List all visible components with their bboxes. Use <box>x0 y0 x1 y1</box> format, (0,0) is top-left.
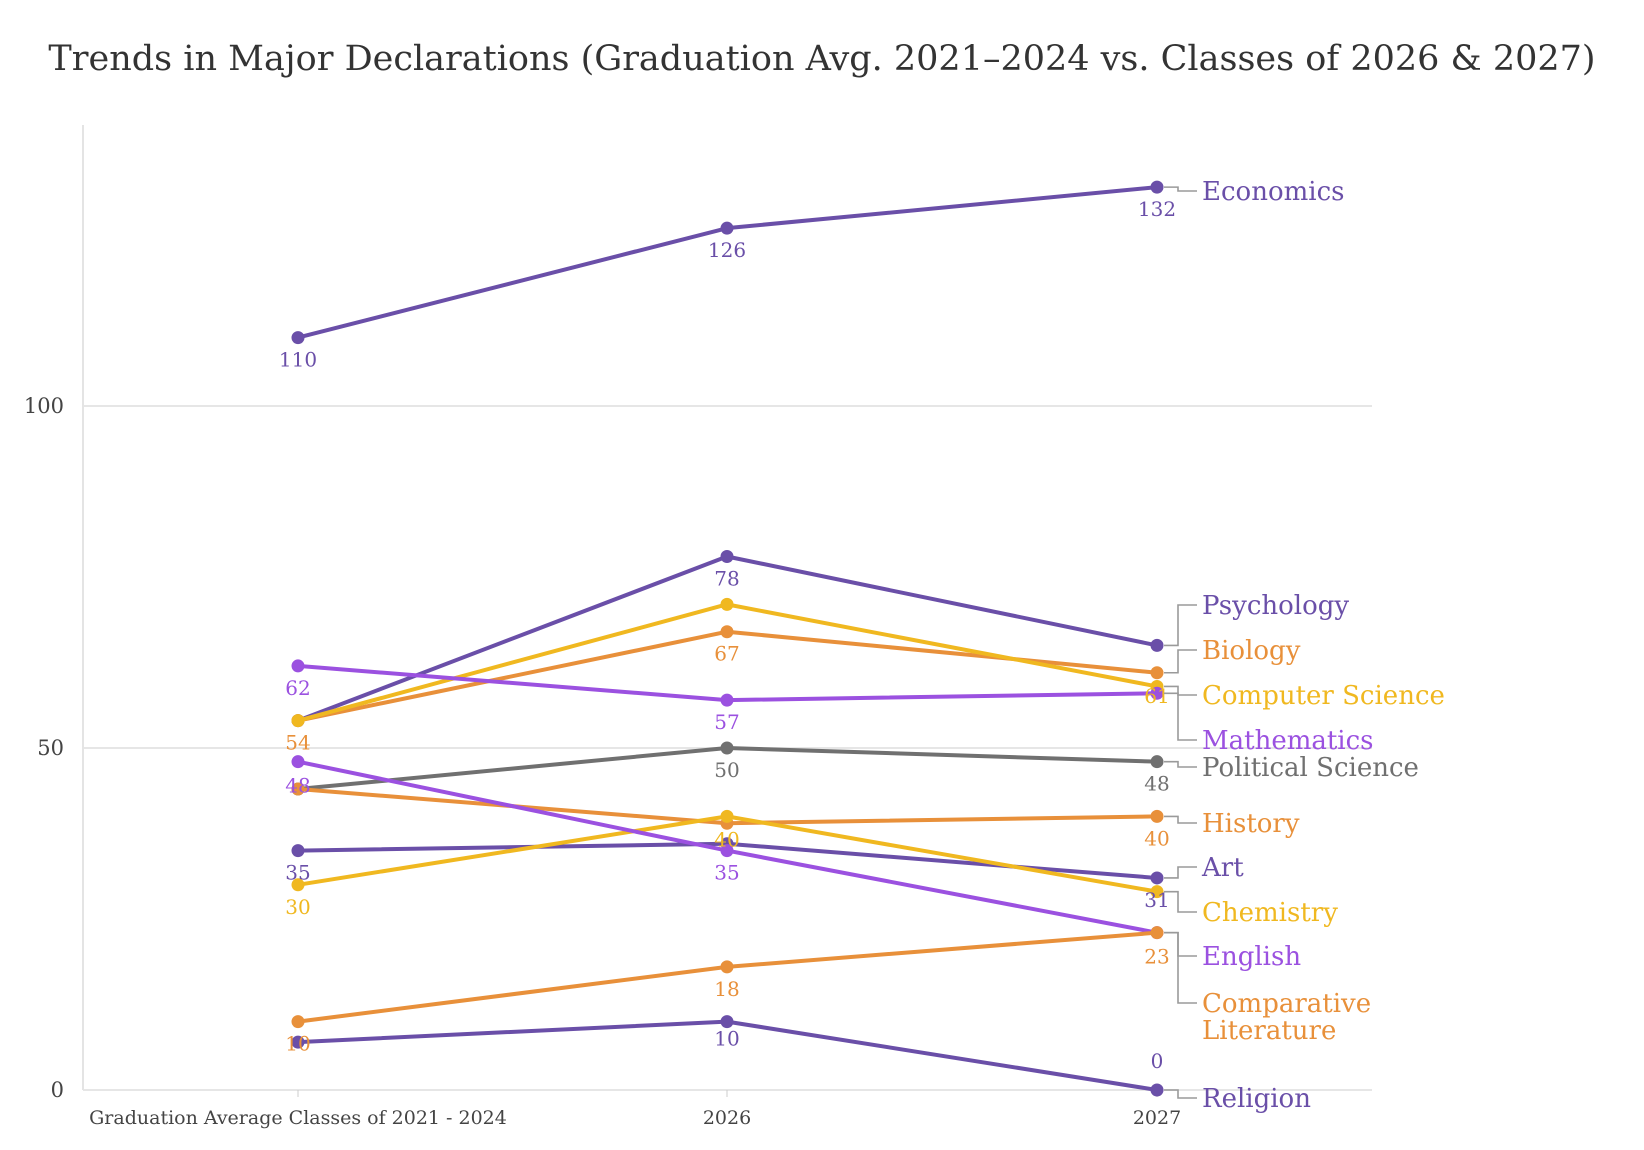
data-point-economics-0 <box>291 331 305 345</box>
data-label-political-science-2: 48 <box>1144 772 1169 796</box>
data-point-mathematics-2 <box>1150 686 1164 700</box>
data-label-mathematics-0: 62 <box>285 676 310 700</box>
data-label-political-science-1: 50 <box>714 758 739 782</box>
data-point-comparative-literature-2 <box>1150 926 1164 940</box>
data-point-art-0 <box>291 844 305 858</box>
data-point-biology-2 <box>1150 666 1164 680</box>
data-label-chemistry-0: 30 <box>285 895 310 919</box>
data-point-english-0 <box>291 755 305 769</box>
leader-line-art <box>1164 866 1197 879</box>
data-point-political-science-1 <box>720 741 734 755</box>
data-point-chemistry-1 <box>720 809 734 823</box>
data-point-political-science-2 <box>1150 755 1164 769</box>
series-label-computer-science: Computer Science <box>1202 681 1445 711</box>
series-label-chemistry: Chemistry <box>1202 898 1338 928</box>
data-label-english-0: 48 <box>285 774 310 798</box>
series-layer <box>291 180 1164 1097</box>
data-point-chemistry-0 <box>291 878 305 892</box>
data-label-religion-1: 10 <box>714 1027 739 1051</box>
data-label-comparative-literature-1: 18 <box>714 977 739 1001</box>
data-label-economics-2: 132 <box>1138 197 1176 221</box>
data-point-history-0 <box>291 782 305 796</box>
data-label-biology-0: 54 <box>285 731 310 755</box>
series-label-mathematics: Mathematics <box>1202 726 1374 756</box>
data-label-computer-science-2: 61 <box>1144 684 1169 708</box>
x-tick-label-1: 2026 <box>703 1107 751 1129</box>
series-label-biology: Biology <box>1202 636 1301 666</box>
leader-line-computer-science <box>1164 685 1197 696</box>
leader-line-political-science <box>1164 760 1197 768</box>
data-label-economics-1: 126 <box>708 238 746 262</box>
data-point-psychology-2 <box>1150 638 1164 652</box>
data-point-religion-1 <box>720 1015 734 1029</box>
series-label-english: English <box>1202 942 1301 972</box>
data-point-religion-0 <box>291 1035 305 1049</box>
data-point-computer-science-0 <box>291 714 305 728</box>
leader-line-psychology <box>1164 604 1197 647</box>
data-label-psychology-1: 78 <box>714 566 739 590</box>
data-point-mathematics-0 <box>291 659 305 673</box>
chart-title: Trends in Major Declarations (Graduation… <box>48 39 1595 79</box>
series-label-layer: Economics Psychology Biology Computer Scien… <box>1164 177 1445 1114</box>
data-label-comparative-literature-2: 23 <box>1144 945 1169 969</box>
data-label-art-0: 35 <box>285 861 310 885</box>
data-point-psychology-1 <box>720 549 734 563</box>
y-tick-label-100: 100 <box>24 394 64 418</box>
series-label-psychology: Psychology <box>1202 591 1349 621</box>
data-point-biology-1 <box>720 625 734 639</box>
x-tick-label-0: Graduation Average Classes of 2021 - 202… <box>89 1107 507 1129</box>
data-point-mathematics-1 <box>720 693 734 707</box>
data-label-layer: 1101261327854676162575048403531304048351… <box>279 197 1176 1073</box>
data-point-economics-2 <box>1150 180 1164 194</box>
data-point-art-2 <box>1150 871 1164 885</box>
series-label-history: History <box>1202 809 1300 839</box>
data-point-computer-science-1 <box>720 597 734 611</box>
data-label-biology-1: 67 <box>714 642 739 666</box>
data-point-comparative-literature-1 <box>720 960 734 974</box>
data-label-economics-0: 110 <box>279 348 317 372</box>
data-point-economics-1 <box>720 221 734 235</box>
data-point-comparative-literature-0 <box>291 1015 305 1029</box>
series-label-religion: Religion <box>1202 1084 1311 1114</box>
data-label-english-1: 35 <box>714 861 739 885</box>
data-point-history-2 <box>1150 809 1164 823</box>
data-label-chemistry-1: 40 <box>714 827 739 851</box>
y-tick-label-0: 0 <box>51 1078 64 1102</box>
data-label-comparative-literature-0: 10 <box>285 1032 310 1056</box>
data-point-english-1 <box>720 844 734 858</box>
series-label-art: Art <box>1201 853 1244 883</box>
data-label-mathematics-1: 57 <box>714 710 739 734</box>
leader-line-mathematics <box>1164 692 1197 741</box>
leader-line-history <box>1164 815 1197 824</box>
leader-line-comparative-literature <box>1164 931 1197 1004</box>
leader-line-biology <box>1164 649 1197 674</box>
series-line-economics <box>296 185 1159 340</box>
series-label-comparative-literature: Comparative Literature <box>1202 989 1371 1046</box>
series-label-economics: Economics <box>1202 177 1344 207</box>
leader-line-chemistry <box>1164 890 1197 913</box>
data-label-religion-2: 0 <box>1151 1049 1164 1073</box>
series-label-political-science: Political Science <box>1202 753 1419 783</box>
data-point-religion-2 <box>1150 1083 1164 1097</box>
data-point-chemistry-2 <box>1150 885 1164 899</box>
data-label-history-2: 40 <box>1144 826 1169 850</box>
x-tick-label-2: 2027 <box>1133 1107 1181 1129</box>
leader-line-economics <box>1164 186 1197 192</box>
y-tick-label-50: 50 <box>37 736 64 760</box>
leader-line-religion <box>1164 1089 1197 1099</box>
